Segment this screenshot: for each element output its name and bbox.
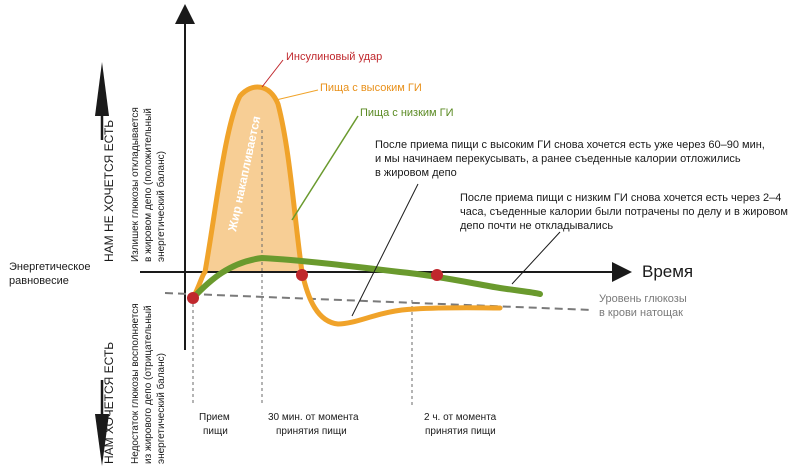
- low-gi-note-line3: депо почти не откладывались: [460, 220, 613, 232]
- crossing-point-high-gi: [296, 269, 308, 281]
- time-axis-label: Время: [642, 262, 693, 281]
- excess-glucose-line1: Излишек глюкозы откладывается: [130, 107, 141, 262]
- fasting-glucose-line: [164, 292, 593, 311]
- insulin-spike-label: Инсулиновый удар: [286, 51, 382, 63]
- high-gi-note-line1: После приема пищи с высоким ГИ снова хоч…: [375, 139, 765, 151]
- marker-meal-line1: Прием: [199, 412, 230, 423]
- low-gi-leader: [291, 115, 359, 221]
- insulin-leader: [261, 59, 284, 88]
- low-gi-curve: [190, 254, 543, 301]
- low-gi-note-leader: [511, 231, 561, 285]
- marker-2h-line1: 2 ч. от момента: [424, 412, 497, 423]
- high-gi-food-label: Пища с высоким ГИ: [320, 82, 422, 94]
- high-gi-note-leader: [351, 183, 419, 317]
- fasting-glucose-line2: в крови натощак: [599, 307, 683, 319]
- high-gi-note-line2: и мы начинаем перекусывать, а ранее съед…: [375, 153, 741, 165]
- low-gi-food-label: Пища с низким ГИ: [360, 107, 454, 119]
- glucose-deficit-line1: Недостаток глюкозы восполняется: [130, 303, 141, 464]
- meal-point: [187, 292, 199, 304]
- glucose-deficit-line2: из жирового депо (отрицательный: [143, 305, 154, 464]
- glucose-deficit-line3: энергетический баланс): [155, 353, 167, 464]
- low-gi-note-line2: часа, съеденные калории были потрачены п…: [460, 206, 788, 218]
- high-gi-curve: [190, 84, 503, 327]
- crossing-point-low-gi: [431, 269, 443, 281]
- marker-2h-line2: принятия пищи: [425, 426, 496, 437]
- low-gi-note-line1: После приема пищи с низким ГИ снова хоче…: [460, 192, 781, 204]
- up-arrow-icon: [95, 62, 109, 116]
- marker-meal-line2: пищи: [203, 426, 228, 437]
- energy-balance-line1: Энергетическое: [9, 261, 90, 273]
- down-arrow-icon: [95, 414, 109, 466]
- marker-30min-line1: 30 мин. от момента: [268, 412, 359, 423]
- fasting-glucose-line1: Уровень глюкозы: [599, 293, 687, 305]
- hungry-label: НАМ ХОЧЕТСЯ ЕСТЬ: [102, 342, 116, 464]
- marker-30min-line2: принятия пищи: [276, 426, 347, 437]
- excess-glucose-line2: в жировом депо (положительный: [143, 108, 154, 262]
- high-gi-leader: [275, 89, 319, 101]
- not-hungry-label: НАМ НЕ ХОЧЕТСЯ ЕСТЬ: [102, 120, 116, 262]
- energy-balance-line2: равновесие: [9, 275, 69, 287]
- excess-glucose-line3: энергетический баланс): [155, 151, 167, 262]
- high-gi-note-line3: в жировом депо: [375, 167, 457, 179]
